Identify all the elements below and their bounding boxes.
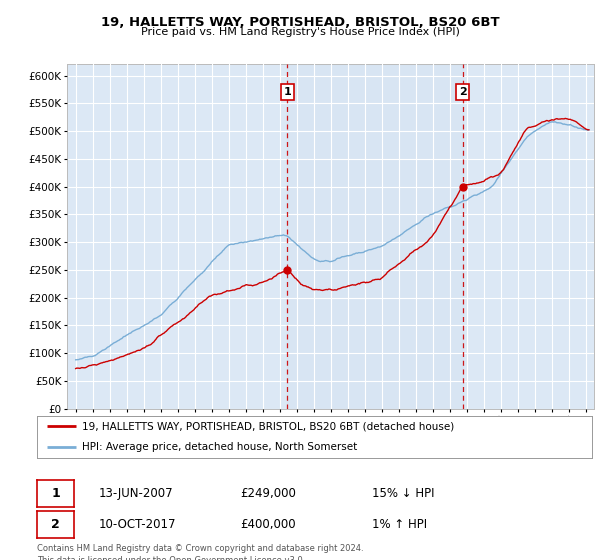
Text: £400,000: £400,000 [240, 518, 296, 531]
Text: 1: 1 [52, 487, 60, 500]
Bar [287, 64, 463, 409]
Text: 10-OCT-2017: 10-OCT-2017 [99, 518, 176, 531]
Text: Contains HM Land Registry data © Crown copyright and database right 2024.
This d: Contains HM Land Registry data © Crown c… [37, 544, 364, 560]
Text: 1% ↑ HPI: 1% ↑ HPI [372, 518, 427, 531]
Text: £249,000: £249,000 [240, 487, 296, 500]
Text: 2: 2 [52, 518, 60, 531]
Text: 19, HALLETTS WAY, PORTISHEAD, BRISTOL, BS20 6BT (detached house): 19, HALLETTS WAY, PORTISHEAD, BRISTOL, B… [82, 422, 454, 431]
Text: HPI: Average price, detached house, North Somerset: HPI: Average price, detached house, Nort… [82, 442, 357, 451]
Text: 15% ↓ HPI: 15% ↓ HPI [372, 487, 434, 500]
Text: 2: 2 [459, 87, 467, 97]
Text: 1: 1 [283, 87, 291, 97]
Text: 13-JUN-2007: 13-JUN-2007 [99, 487, 173, 500]
Text: Price paid vs. HM Land Registry's House Price Index (HPI): Price paid vs. HM Land Registry's House … [140, 27, 460, 37]
Text: 19, HALLETTS WAY, PORTISHEAD, BRISTOL, BS20 6BT: 19, HALLETTS WAY, PORTISHEAD, BRISTOL, B… [101, 16, 499, 29]
